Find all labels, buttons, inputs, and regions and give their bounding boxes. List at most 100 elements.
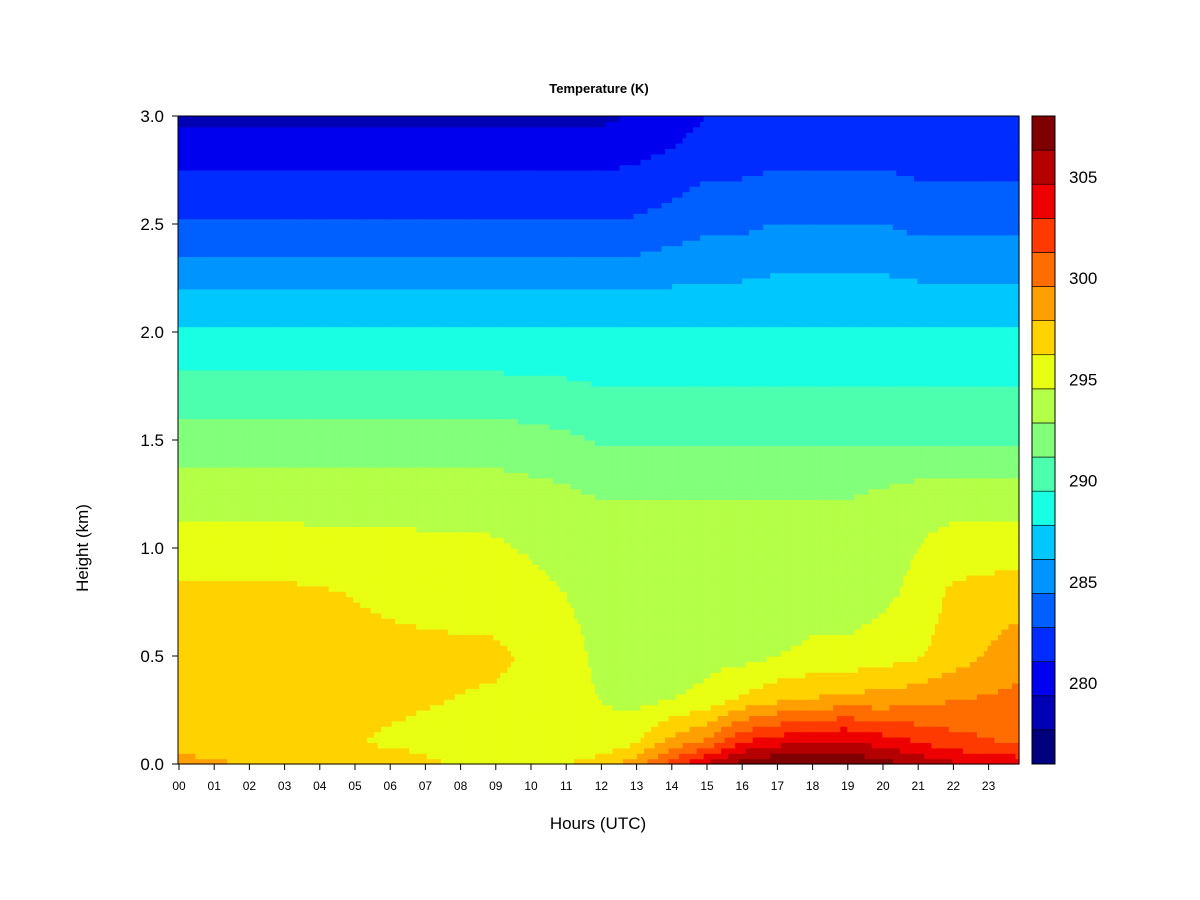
heatmap-cell xyxy=(238,381,242,387)
heatmap-cell xyxy=(227,748,231,754)
heatmap-cell xyxy=(294,629,298,635)
heatmap-cell xyxy=(234,327,238,333)
heatmap-cell xyxy=(287,213,291,219)
heatmap-cell xyxy=(227,305,231,311)
heatmap-cell xyxy=(220,570,224,576)
heatmap-cell xyxy=(322,748,326,754)
heatmap-cell xyxy=(192,175,196,181)
heatmap-cell xyxy=(248,186,252,192)
heatmap-cell xyxy=(252,553,256,559)
heatmap-cell xyxy=(294,192,298,198)
heatmap-cell xyxy=(238,127,242,133)
heatmap-cell xyxy=(220,121,224,127)
heatmap-cell xyxy=(199,570,203,576)
heatmap-cell xyxy=(203,548,207,554)
heatmap-cell xyxy=(315,262,319,268)
heatmap-cell xyxy=(248,737,252,743)
heatmap-cell xyxy=(301,408,305,414)
heatmap-cell xyxy=(199,154,203,160)
heatmap-cell xyxy=(182,300,186,306)
heatmap-cell xyxy=(255,289,259,295)
heatmap-cell xyxy=(178,694,182,700)
heatmap-cell xyxy=(185,472,189,478)
heatmap-cell xyxy=(273,683,277,689)
heatmap-cell xyxy=(248,256,252,262)
heatmap-cell xyxy=(199,289,203,295)
heatmap-cell xyxy=(315,548,319,554)
heatmap-cell xyxy=(273,375,277,381)
heatmap-cell xyxy=(248,391,252,397)
heatmap-cell xyxy=(185,229,189,235)
heatmap-cell xyxy=(224,121,228,127)
heatmap-cell xyxy=(301,370,305,376)
heatmap-cell xyxy=(297,526,301,532)
heatmap-cell xyxy=(203,629,207,635)
heatmap-cell xyxy=(248,602,252,608)
heatmap-cell xyxy=(192,148,196,154)
heatmap-cell xyxy=(220,337,224,343)
heatmap-cell xyxy=(206,364,210,370)
heatmap-cell xyxy=(297,602,301,608)
heatmap-cell xyxy=(287,597,291,603)
heatmap-cell xyxy=(280,521,284,527)
heatmap-cell xyxy=(304,224,308,230)
heatmap-cell xyxy=(308,159,312,165)
heatmap-cell xyxy=(262,397,266,403)
heatmap-cell xyxy=(273,651,277,657)
heatmap-cell xyxy=(287,456,291,462)
heatmap-cell xyxy=(248,478,252,484)
heatmap-cell xyxy=(318,699,322,705)
heatmap-cell xyxy=(185,440,189,446)
heatmap-cell xyxy=(304,348,308,354)
heatmap-cell xyxy=(308,305,312,311)
heatmap-cell xyxy=(178,510,182,516)
heatmap-cell xyxy=(287,251,291,257)
heatmap-cell xyxy=(248,219,252,225)
heatmap-cell xyxy=(301,289,305,295)
heatmap-cell xyxy=(185,710,189,716)
heatmap-cell xyxy=(269,375,273,381)
heatmap-cell xyxy=(199,283,203,289)
heatmap-cell xyxy=(308,327,312,333)
heatmap-cell xyxy=(206,710,210,716)
heatmap-cell xyxy=(224,521,228,527)
heatmap-cell xyxy=(283,343,287,349)
heatmap-cell xyxy=(238,391,242,397)
heatmap-cell xyxy=(273,521,277,527)
heatmap-cell xyxy=(227,510,231,516)
heatmap-cell xyxy=(301,661,305,667)
heatmap-cell xyxy=(182,235,186,241)
heatmap-cell xyxy=(231,672,235,678)
heatmap-cell xyxy=(311,624,315,630)
heatmap-cell xyxy=(294,451,298,457)
heatmap-cell xyxy=(259,175,263,181)
heatmap-cell xyxy=(248,435,252,441)
heatmap-cell xyxy=(217,246,221,252)
heatmap-cell xyxy=(185,688,189,694)
heatmap-cell xyxy=(287,246,291,252)
heatmap-cell xyxy=(259,699,263,705)
heatmap-cell xyxy=(318,715,322,721)
heatmap-cell xyxy=(213,537,217,543)
heatmap-cell xyxy=(196,694,200,700)
heatmap-cell xyxy=(234,564,238,570)
heatmap-cell xyxy=(234,553,238,559)
heatmap-cell xyxy=(238,737,242,743)
heatmap-cell xyxy=(224,246,228,252)
heatmap-cell xyxy=(259,715,263,721)
heatmap-cell xyxy=(241,402,245,408)
heatmap-cell xyxy=(287,705,291,711)
heatmap-cell xyxy=(206,300,210,306)
heatmap-cell xyxy=(189,629,193,635)
heatmap-cell xyxy=(273,316,277,322)
heatmap-cell xyxy=(227,219,231,225)
heatmap-cell xyxy=(192,489,196,495)
heatmap-cell xyxy=(238,710,242,716)
heatmap-cell xyxy=(280,543,284,549)
heatmap-cell xyxy=(224,305,228,311)
heatmap-cell xyxy=(318,575,322,581)
heatmap-cell xyxy=(192,240,196,246)
heatmap-cell xyxy=(182,316,186,322)
heatmap-cell xyxy=(206,418,210,424)
heatmap-cell xyxy=(269,521,273,527)
